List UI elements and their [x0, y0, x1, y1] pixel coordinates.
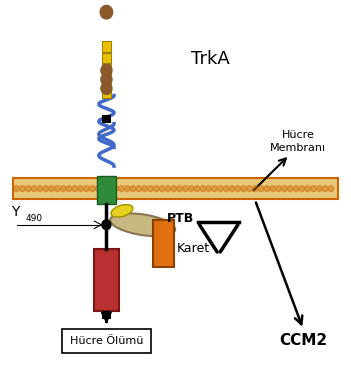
Circle shape [282, 186, 287, 192]
Circle shape [14, 186, 19, 192]
Circle shape [305, 186, 310, 192]
Bar [101, 88, 111, 98]
Ellipse shape [110, 213, 175, 236]
Circle shape [100, 5, 113, 19]
Circle shape [287, 186, 293, 192]
Bar [101, 311, 111, 319]
Circle shape [95, 186, 101, 192]
Circle shape [241, 186, 246, 192]
Circle shape [177, 186, 183, 192]
Circle shape [311, 186, 316, 192]
Circle shape [66, 186, 72, 192]
Circle shape [101, 186, 107, 192]
Ellipse shape [111, 205, 133, 217]
Circle shape [90, 186, 95, 192]
Text: Y: Y [12, 205, 20, 219]
Circle shape [328, 186, 334, 192]
Circle shape [159, 186, 165, 192]
Circle shape [101, 74, 112, 85]
Text: Karet: Karet [177, 242, 210, 255]
Bar [94, 249, 119, 311]
Circle shape [235, 186, 240, 192]
Circle shape [247, 186, 252, 192]
Bar [13, 178, 338, 199]
Circle shape [102, 220, 111, 230]
Circle shape [218, 186, 223, 192]
Circle shape [171, 186, 177, 192]
Bar [153, 220, 174, 267]
Circle shape [270, 186, 276, 192]
Circle shape [293, 186, 299, 192]
Circle shape [113, 186, 118, 192]
Circle shape [37, 186, 42, 192]
Circle shape [136, 186, 141, 192]
Bar [102, 115, 111, 123]
Text: Hücre Ölümü: Hücre Ölümü [70, 336, 143, 346]
Text: Hücre
Membranı: Hücre Membranı [270, 130, 326, 153]
Circle shape [101, 82, 112, 94]
Bar [61, 330, 151, 353]
Circle shape [165, 186, 171, 192]
Circle shape [107, 186, 113, 192]
Circle shape [20, 186, 25, 192]
Circle shape [84, 186, 89, 192]
Circle shape [72, 186, 78, 192]
Circle shape [60, 186, 66, 192]
Bar [97, 176, 116, 204]
Circle shape [200, 186, 206, 192]
Circle shape [223, 186, 229, 192]
Circle shape [148, 186, 153, 192]
Text: PTB: PTB [167, 212, 194, 225]
Circle shape [317, 186, 322, 192]
Circle shape [130, 186, 136, 192]
Circle shape [55, 186, 60, 192]
Text: CCM2: CCM2 [279, 333, 327, 348]
Circle shape [153, 186, 159, 192]
Circle shape [188, 186, 194, 192]
Circle shape [194, 186, 200, 192]
Circle shape [229, 186, 235, 192]
Circle shape [252, 186, 258, 192]
Circle shape [31, 186, 37, 192]
Circle shape [49, 186, 54, 192]
Bar [101, 64, 111, 75]
Bar [101, 41, 111, 51]
Circle shape [299, 186, 305, 192]
Circle shape [264, 186, 270, 192]
Circle shape [183, 186, 188, 192]
Circle shape [212, 186, 217, 192]
Bar [101, 53, 111, 63]
Bar [101, 76, 111, 86]
Text: 490: 490 [25, 213, 42, 223]
Circle shape [119, 186, 124, 192]
Circle shape [276, 186, 281, 192]
Circle shape [101, 64, 112, 76]
Circle shape [125, 186, 130, 192]
Circle shape [322, 186, 328, 192]
Text: TrkA: TrkA [191, 50, 230, 68]
Circle shape [43, 186, 48, 192]
Circle shape [142, 186, 147, 192]
Circle shape [78, 186, 84, 192]
Circle shape [258, 186, 264, 192]
Circle shape [206, 186, 211, 192]
Circle shape [26, 186, 31, 192]
